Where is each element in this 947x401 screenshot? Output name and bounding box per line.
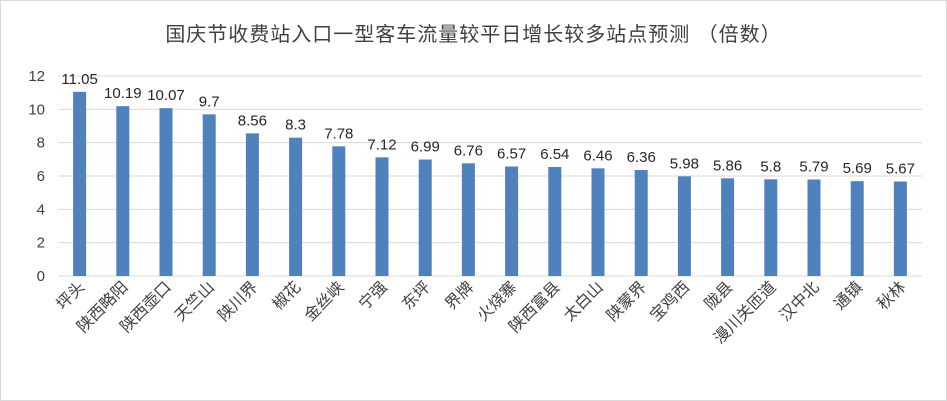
data-label: 5.98	[670, 155, 699, 172]
bar	[245, 133, 259, 276]
bar	[764, 179, 778, 276]
bar	[591, 168, 605, 276]
bar	[505, 166, 519, 276]
bars	[73, 91, 907, 277]
data-label: 10.07	[147, 87, 185, 104]
x-category-label: 太白山	[559, 277, 606, 324]
bar	[893, 181, 907, 276]
data-label: 9.7	[199, 93, 220, 110]
y-tick-label: 0	[37, 268, 45, 285]
data-label: 6.99	[411, 139, 440, 156]
gridlines	[58, 75, 922, 277]
data-label: 8.56	[238, 112, 267, 129]
bar	[289, 137, 303, 276]
bar	[159, 108, 173, 277]
data-label: 6.76	[454, 142, 483, 159]
y-axis-ticks: 0 2 4 6 8 10 12	[28, 68, 45, 285]
data-label: 7.12	[367, 136, 396, 153]
x-category-label: 天竺山	[171, 277, 218, 324]
bar	[332, 146, 346, 276]
data-label: 11.05	[61, 71, 97, 88]
x-category-label: 坪头	[52, 277, 88, 313]
x-category-label: 汉中北	[775, 277, 822, 324]
x-category-label: 秋林	[873, 277, 909, 313]
x-category-label: 陇县	[700, 277, 736, 313]
bar	[375, 157, 389, 276]
data-labels: 11.05 10.19 10.07 9.7 8.56 8.3 7.78 7.12 6.99 6.7…	[61, 71, 915, 178]
data-label: 5.86	[713, 157, 742, 174]
y-tick-label: 12	[28, 68, 45, 85]
chart-title: 国庆节收费站入口一型客车流量较平日增长较多站点预测 （倍数）	[165, 22, 782, 46]
data-label: 6.46	[583, 147, 612, 164]
bar	[807, 179, 821, 276]
data-label: 6.57	[497, 146, 526, 163]
data-label: 5.67	[886, 161, 915, 178]
bar	[634, 170, 648, 276]
x-category-label: 宝鸡西	[646, 277, 693, 324]
y-tick-label: 6	[37, 168, 45, 185]
x-category-label: 陕川界	[214, 277, 261, 324]
data-label: 7.78	[324, 125, 353, 142]
bar	[73, 91, 87, 276]
x-category-label: 东坪	[398, 277, 434, 313]
y-tick-label: 2	[37, 235, 45, 252]
bar	[548, 167, 562, 276]
bar	[116, 106, 130, 277]
x-category-label: 陕蒙界	[603, 277, 650, 324]
bar	[202, 114, 216, 276]
y-tick-label: 4	[37, 201, 45, 218]
x-category-label: 通镇	[830, 277, 866, 313]
data-label: 6.36	[627, 149, 656, 166]
x-category-label: 宁强	[355, 277, 391, 313]
bar	[418, 159, 432, 276]
data-label: 8.3	[285, 117, 306, 134]
y-tick-label: 8	[37, 135, 45, 152]
y-tick-label: 10	[28, 101, 45, 118]
x-category-label: 椒花	[268, 277, 304, 313]
x-category-label: 金丝峡	[300, 277, 347, 324]
data-label: 5.69	[843, 160, 872, 177]
data-label: 6.54	[540, 146, 569, 163]
x-category-label: 界牌	[441, 277, 477, 313]
bar	[850, 181, 864, 276]
bar	[677, 176, 691, 276]
data-label: 10.19	[104, 85, 142, 102]
bar	[721, 178, 735, 276]
data-label: 5.8	[760, 158, 781, 175]
bar	[461, 163, 475, 276]
data-label: 5.79	[799, 159, 828, 176]
